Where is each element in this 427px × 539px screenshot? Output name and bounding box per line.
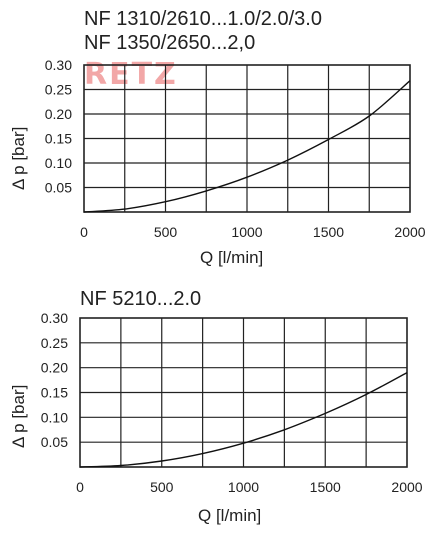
chart-2: NF 5210...2.0 0.05 0.10 0.15 0.20 0.25 0.30 0…: [9, 288, 423, 525]
chart-2-x-tick-label: 500: [150, 479, 174, 495]
chart-2-y-axis-label: Δ p [bar]: [9, 385, 28, 448]
chart-2-y-tick-label: 0.10: [41, 409, 68, 425]
chart-1-y-tick-label: 0.25: [45, 82, 72, 98]
chart-2-plot-frame: [79, 317, 408, 468]
chart-2-x-tick-labels: 0 500 1000 1500 2000: [76, 479, 423, 495]
chart-1-series-line: [83, 80, 411, 213]
chart-1-plot-frame: [83, 64, 411, 213]
chart-2-y-tick-label: 0.25: [41, 335, 68, 351]
chart-1-title-line-2: NF 1350/2650...2,0: [84, 32, 255, 54]
chart-1-y-tick-label: 0.20: [45, 106, 72, 122]
chart-2-x-tick-label: 0: [76, 479, 84, 495]
chart-2-y-tick-label: 0.20: [41, 360, 68, 376]
chart-1-title-line-1: NF 1310/2610...1.0/2.0/3.0: [84, 8, 322, 30]
chart-1-x-tick-label: 500: [154, 224, 178, 240]
chart-1-x-tick-label: 1000: [231, 224, 262, 240]
chart-2-y-tick-label: 0.15: [41, 385, 68, 401]
chart-2-x-tick-label: 2000: [391, 479, 422, 495]
chart-1-y-tick-label: 0.30: [45, 57, 72, 73]
chart-2-title-line-1: NF 5210...2.0: [80, 288, 201, 310]
chart-2-series-line: [79, 371, 408, 468]
chart-2-gridlines: [80, 318, 407, 467]
chart-1-gridlines: [84, 65, 410, 212]
chart-2-x-tick-label: 1000: [228, 479, 259, 495]
chart-1-x-tick-labels: 0 500 1000 1500 2000: [80, 224, 426, 240]
chart-1: NF 1310/2610...1.0/2.0/3.0 NF 1350/2650.…: [9, 8, 426, 267]
chart-1-y-tick-labels: 0.05 0.10 0.15 0.20 0.25 0.30: [45, 57, 72, 196]
chart-1-y-tick-label: 0.10: [45, 155, 72, 171]
chart-1-y-tick-label: 0.15: [45, 131, 72, 147]
watermark-logo: RETZ: [84, 57, 178, 92]
chart-1-y-tick-label: 0.05: [45, 180, 72, 196]
chart-1-x-axis-label: Q [l/min]: [200, 248, 263, 267]
chart-1-x-tick-label: 1500: [313, 224, 344, 240]
chart-2-x-tick-label: 1500: [310, 479, 341, 495]
chart-2-x-axis-label: Q [l/min]: [198, 506, 261, 525]
chart-2-y-tick-labels: 0.05 0.10 0.15 0.20 0.25 0.30: [41, 310, 68, 450]
chart-1-x-tick-label: 2000: [394, 224, 425, 240]
chart-2-y-tick-label: 0.05: [41, 434, 68, 450]
chart-1-y-axis-label: Δ p [bar]: [9, 127, 28, 190]
chart-1-x-tick-label: 0: [80, 224, 88, 240]
chart-2-y-tick-label: 0.30: [41, 310, 68, 326]
